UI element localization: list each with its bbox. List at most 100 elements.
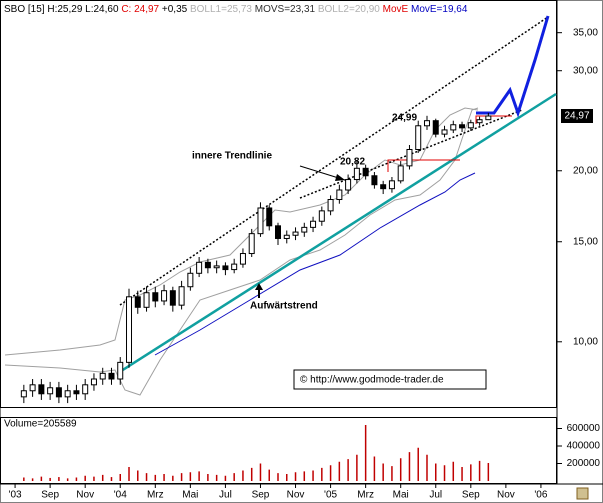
candle-body — [64, 390, 71, 398]
candle-body — [406, 148, 413, 167]
uptrend-line — [117, 92, 557, 375]
annotation: 24,99 — [392, 113, 417, 124]
candle-body — [169, 290, 176, 306]
candle-body — [108, 372, 115, 380]
candle-body — [143, 292, 150, 308]
candle-body — [415, 125, 422, 150]
copyright-box — [293, 369, 487, 390]
x-tick-label: '06 — [534, 490, 547, 501]
resistance-line — [387, 159, 460, 172]
x-tick-label: Mai — [393, 490, 409, 501]
x-tick-label: Sep — [41, 490, 59, 501]
candle-body — [90, 378, 97, 386]
projection — [476, 15, 550, 118]
candle-body — [161, 290, 168, 302]
annotation: innere Trendlinie — [192, 151, 272, 162]
candle-body — [476, 119, 483, 124]
y-tick-label: 200000 — [567, 458, 601, 469]
candle-body — [231, 263, 238, 271]
resistance-line — [475, 115, 512, 124]
annotation: Aufwärtstrend — [250, 301, 318, 312]
candle-body — [266, 207, 273, 227]
candle-body — [336, 189, 343, 201]
x-tick-label: Sep — [252, 490, 270, 501]
header-part: +0,35 — [159, 4, 190, 15]
x-tick-label: Nov — [287, 490, 305, 501]
x-tick-label: Mrz — [147, 490, 164, 501]
y-tick-label: 15,00 — [573, 236, 598, 247]
x-tick-label: '03 — [9, 490, 22, 501]
candle-body — [99, 372, 106, 380]
y-tick-label: 20,00 — [573, 165, 598, 176]
candle-body — [152, 292, 159, 302]
candle-body — [187, 272, 194, 288]
header-part: MovE=19,64 — [411, 4, 468, 15]
header-part: BOLL1=25,73 — [190, 4, 255, 15]
icon[interactable] — [576, 487, 589, 500]
volume-title: Volume=205589 — [4, 419, 77, 430]
header-part: SBO [15] H:25,29 L:24,60 — [4, 4, 121, 15]
candle-body — [196, 261, 203, 274]
x-tick-label: Mai — [182, 490, 198, 501]
header: SBO [15] H:25,29 L:24,60 C: 24,97 +0,35 … — [4, 4, 468, 15]
candle-body — [301, 226, 308, 233]
x-tick-label: Sep — [462, 490, 480, 501]
candle-body — [47, 387, 54, 395]
header-part: MOVS=23,31 — [255, 4, 318, 15]
annotation: © http://www.godmode-trader.de — [300, 375, 444, 386]
candle-body — [283, 234, 290, 239]
annotation: 20,82 — [340, 157, 365, 168]
candle-body — [38, 384, 45, 395]
candle-body — [248, 233, 255, 255]
volume-panel — [0, 417, 557, 484]
candle-body — [239, 253, 246, 265]
candle-body — [257, 207, 264, 235]
candle-body — [318, 210, 325, 222]
candle-body — [82, 384, 89, 395]
candle-body — [134, 296, 141, 308]
candle-body — [126, 296, 133, 363]
bollinger-upper — [4, 107, 479, 356]
header-part: C: 24,97 — [121, 4, 159, 15]
candle-body — [275, 225, 281, 239]
last-price-label: 24,97 — [564, 111, 589, 122]
last-price-box — [561, 108, 593, 123]
candle-body — [345, 179, 352, 191]
y-tick-label: 30,00 — [573, 65, 598, 76]
candle-body — [371, 175, 378, 186]
x-tick-label: '05 — [324, 490, 337, 501]
x-tick-label: Nov — [497, 490, 515, 501]
candle-body — [73, 390, 80, 395]
candle-body — [467, 122, 474, 129]
candle-body — [423, 120, 430, 127]
candle-body — [292, 231, 299, 236]
y-tick-label: 600000 — [567, 423, 601, 434]
header-part: BOLL2=20,90 — [318, 4, 383, 15]
candle-body — [178, 286, 185, 306]
x-tick-label: Jul — [219, 490, 232, 501]
candle-body — [204, 261, 211, 269]
candle-body — [55, 387, 62, 398]
candle-body — [380, 184, 387, 190]
candle-body — [310, 220, 317, 228]
y-tick-label: 400000 — [567, 441, 601, 452]
moving-average — [154, 172, 476, 356]
y-tick-label: 10,00 — [573, 336, 598, 347]
x-tick-label: Jul — [429, 490, 442, 501]
x-tick-label: '04 — [114, 490, 127, 501]
candle-body — [362, 167, 369, 177]
candle-body — [485, 115, 492, 121]
candle-body — [388, 180, 395, 190]
upper-trendline — [119, 16, 549, 306]
candle-body — [29, 384, 36, 392]
candle-body — [222, 265, 229, 271]
header-part: MovE — [383, 4, 411, 15]
price-panel — [0, 0, 557, 408]
candle-body — [353, 167, 360, 181]
candle-body — [397, 165, 404, 182]
y-tick-label: 35,00 — [573, 27, 598, 38]
candle-body — [450, 124, 457, 131]
candle-body — [432, 120, 439, 135]
arrow-head — [335, 174, 345, 181]
